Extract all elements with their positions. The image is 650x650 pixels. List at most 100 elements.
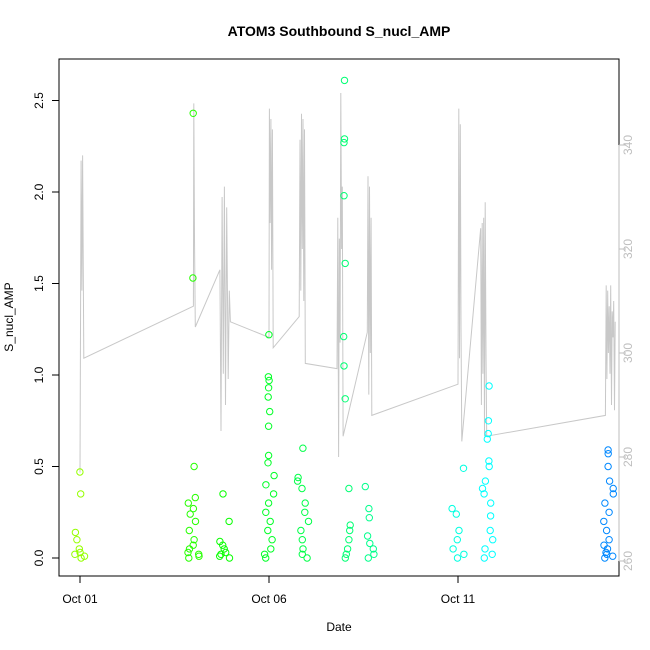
data-point (222, 548, 230, 557)
data-point (185, 545, 194, 553)
data-point (484, 417, 493, 425)
y2-tick-label: 320 (621, 239, 635, 259)
data-point (480, 490, 488, 498)
data-point (609, 552, 617, 560)
data-point (459, 464, 468, 472)
data-point (346, 526, 354, 535)
data-point (366, 539, 374, 548)
data-point (75, 545, 84, 553)
x-tick-label: Oct 11 (441, 592, 476, 606)
data-point (369, 545, 377, 553)
data-point (219, 541, 227, 549)
y2-tick-label: 280 (621, 447, 635, 467)
y-tick-label: 2.0 (32, 183, 46, 200)
data-point (265, 331, 273, 339)
plot-layers: 0.0 0.5 1.0 1.5 2.0 2.5 Oct 01 Oct 06 Oct 11 260 2… (32, 58, 635, 606)
data-point (346, 521, 354, 529)
y-tick-label: 1.5 (32, 275, 46, 292)
data-point (604, 462, 612, 471)
data-point (486, 512, 495, 520)
data-point (601, 499, 609, 507)
y-tick-label: 2.5 (32, 92, 46, 109)
data-point (340, 138, 348, 147)
data-point (340, 192, 348, 200)
data-point (365, 514, 373, 522)
data-point (299, 545, 307, 553)
data-point (260, 550, 269, 558)
data-point (184, 548, 192, 557)
data-point (343, 545, 352, 553)
data-point (602, 526, 611, 535)
data-point (76, 468, 84, 476)
data-point (185, 554, 193, 562)
data-point (185, 526, 194, 535)
data-point (605, 536, 613, 544)
data-point (341, 554, 349, 562)
data-point (600, 541, 608, 549)
data-point (265, 376, 273, 385)
data-point (76, 548, 84, 557)
data-point (264, 451, 273, 460)
data-point (189, 541, 197, 549)
series-line-right-axis-0 (79, 92, 616, 473)
data-point (483, 435, 491, 443)
y-axis-label: S_nucl_AMP (2, 282, 16, 351)
x-tick-label: Oct 01 (62, 592, 98, 606)
data-point (365, 504, 373, 513)
data-point (345, 536, 353, 544)
data-point (304, 517, 313, 526)
data-point (220, 545, 228, 553)
data-point (340, 332, 348, 341)
data-point (485, 457, 493, 465)
data-point (190, 536, 198, 544)
data-point (189, 504, 198, 513)
x-axis-label: Date (326, 620, 352, 634)
data-point (370, 550, 378, 558)
data-point (609, 484, 617, 493)
data-point (77, 490, 85, 498)
data-point (225, 554, 234, 562)
data-point (345, 484, 353, 493)
data-point (262, 481, 270, 489)
data-point (301, 508, 309, 516)
data-point (217, 550, 225, 558)
data-point (340, 76, 349, 85)
data-point (340, 135, 349, 143)
data-point (341, 395, 349, 403)
data-point (298, 484, 306, 493)
data-point (264, 459, 272, 467)
chart-title: ATOM3 Southbound S_nucl_AMP (228, 23, 451, 39)
data-point (453, 536, 461, 544)
data-point (71, 550, 79, 558)
x-tick-label: Oct 06 (251, 592, 287, 606)
data-point (191, 493, 200, 502)
data-point (452, 510, 460, 518)
data-point (481, 477, 490, 485)
data-point (604, 450, 612, 458)
data-point (191, 517, 200, 526)
data-point (190, 462, 198, 471)
data-point (297, 526, 305, 535)
data-point (485, 382, 493, 390)
data-point (294, 473, 302, 482)
data-point (264, 393, 272, 401)
data-point (605, 477, 614, 485)
data-point (219, 490, 227, 498)
data-point (293, 477, 302, 485)
data-point (267, 545, 275, 553)
data-point (601, 554, 609, 562)
data-point (449, 545, 457, 553)
data-point (486, 526, 494, 535)
y-tick-label: 0.0 (32, 549, 46, 566)
data-point (460, 550, 468, 558)
data-point (266, 407, 274, 416)
data-point (73, 536, 81, 544)
data-point (478, 484, 487, 493)
data-point (453, 554, 462, 562)
data-point (264, 499, 273, 507)
data-point (487, 499, 495, 507)
data-point (264, 526, 272, 535)
data-point (600, 517, 608, 526)
y-tick-label: 1.0 (32, 366, 46, 383)
